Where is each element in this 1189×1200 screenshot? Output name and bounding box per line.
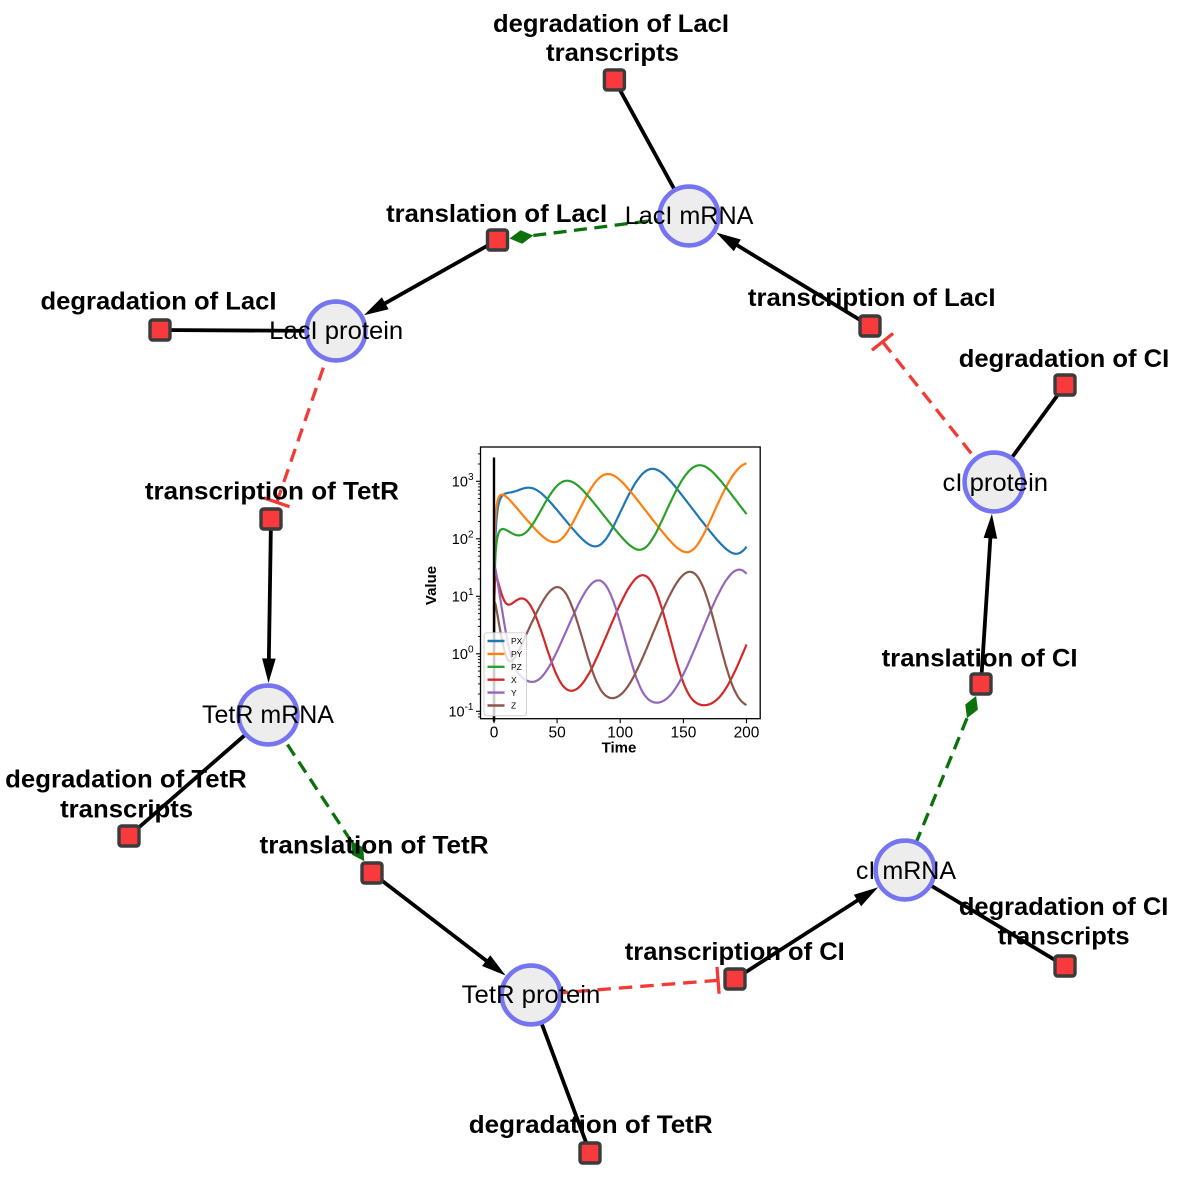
svg-text:transcription of LacI: transcription of LacI: [748, 284, 996, 312]
svg-text:transcription of CI: transcription of CI: [625, 938, 845, 966]
svg-text:translation of TetR: translation of TetR: [260, 832, 489, 860]
svg-text:transcription of TetR: transcription of TetR: [145, 478, 399, 506]
svg-text:0: 0: [490, 725, 499, 742]
svg-text:X: X: [511, 675, 517, 685]
svg-text:degradation of LacI: degradation of LacI: [493, 10, 729, 38]
svg-text:degradation of CI: degradation of CI: [959, 345, 1170, 373]
svg-text:150: 150: [670, 725, 696, 742]
svg-text:degradation of TetR: degradation of TetR: [5, 765, 247, 793]
svg-text:cI protein: cI protein: [943, 469, 1049, 497]
svg-text:PY: PY: [511, 649, 523, 659]
svg-text:cI mRNA: cI mRNA: [856, 857, 957, 885]
svg-text:Z: Z: [511, 701, 516, 711]
svg-text:LacI mRNA: LacI mRNA: [625, 202, 754, 230]
svg-text:Y: Y: [511, 688, 517, 698]
svg-text:transcripts: transcripts: [546, 39, 679, 67]
svg-text:100: 100: [607, 725, 633, 742]
svg-text:102: 102: [452, 529, 474, 548]
svg-text:translation of CI: translation of CI: [882, 644, 1078, 672]
svg-text:TetR mRNA: TetR mRNA: [202, 701, 334, 729]
svg-text:100: 100: [452, 644, 474, 663]
svg-text:translation of LacI: translation of LacI: [386, 200, 607, 228]
svg-text:TetR protein: TetR protein: [462, 981, 601, 1009]
svg-text:200: 200: [734, 725, 760, 742]
svg-text:degradation of CI: degradation of CI: [959, 893, 1169, 921]
svg-text:103: 103: [452, 472, 474, 491]
svg-text:PZ: PZ: [511, 662, 522, 672]
svg-text:50: 50: [548, 725, 566, 742]
svg-text:Value: Value: [423, 566, 440, 605]
svg-text:101: 101: [452, 587, 474, 606]
svg-text:PX: PX: [511, 636, 523, 646]
svg-text:degradation of TetR: degradation of TetR: [469, 1111, 713, 1139]
svg-text:transcripts: transcripts: [60, 795, 193, 823]
svg-text:degradation of LacI: degradation of LacI: [41, 288, 277, 316]
svg-text:transcripts: transcripts: [998, 923, 1130, 951]
svg-text:Time: Time: [602, 740, 637, 757]
svg-text:LacI protein: LacI protein: [269, 317, 403, 345]
svg-text:10-1: 10-1: [448, 702, 473, 721]
